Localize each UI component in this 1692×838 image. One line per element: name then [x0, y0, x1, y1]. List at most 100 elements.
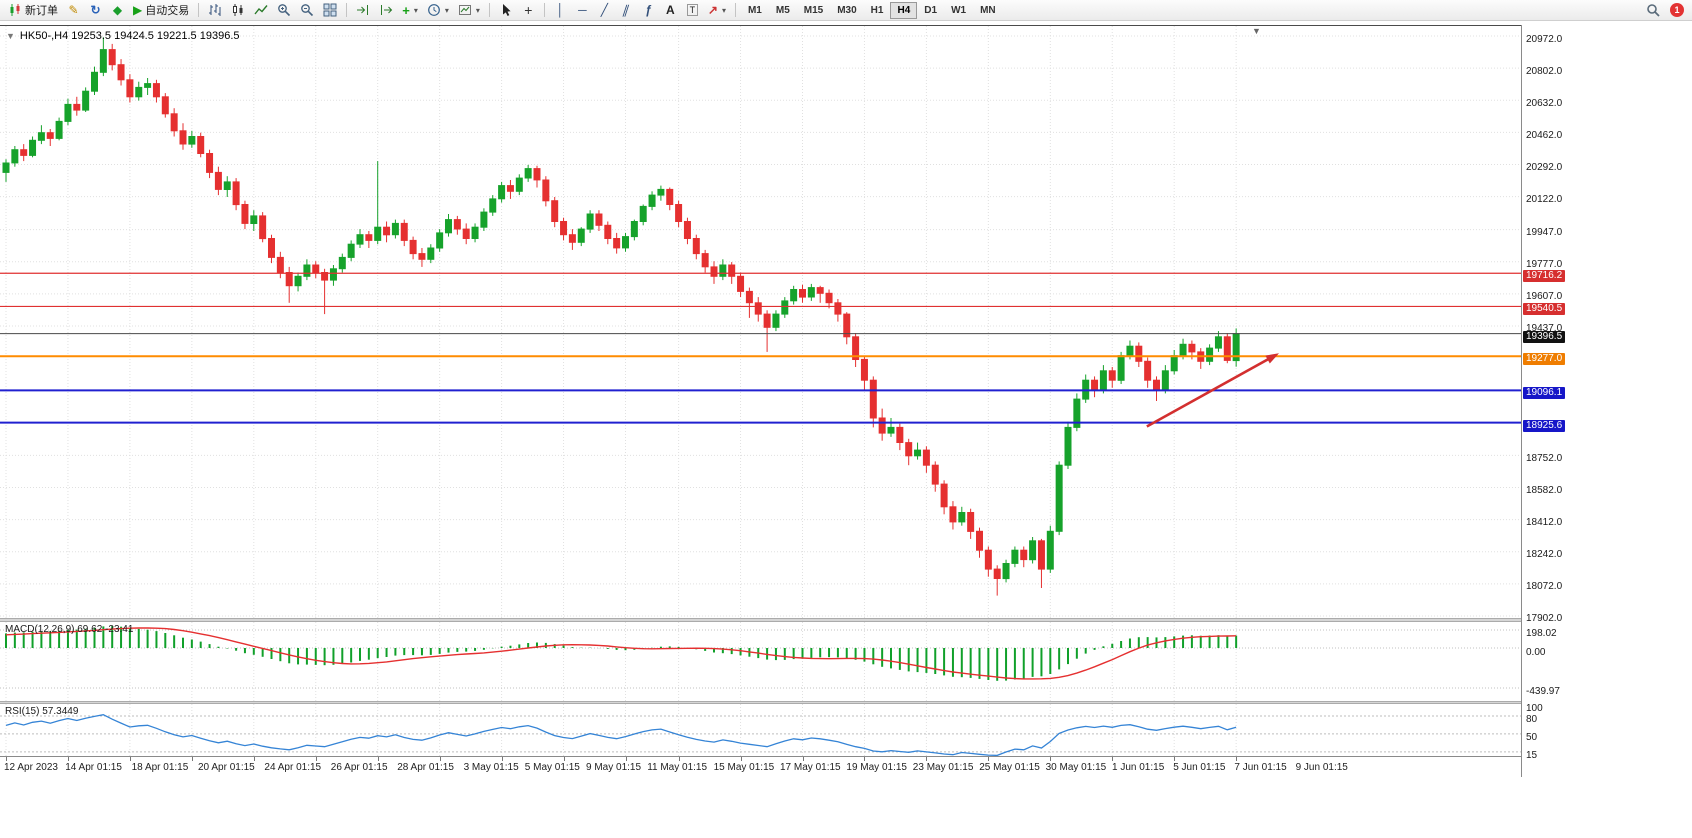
price-line-label: 19716.2 [1523, 270, 1566, 283]
zoom-out-button[interactable] [296, 1, 318, 19]
trendline-icon: ╱ [600, 3, 608, 17]
timeframe-h4-button[interactable]: H4 [890, 1, 918, 19]
main-chart-plot[interactable] [0, 25, 1521, 619]
dropdown-icon: ▾ [444, 5, 449, 15]
dropdown-icon: ▾ [721, 5, 726, 15]
rsi-tick-label: 100 [1526, 702, 1543, 714]
time-label: 11 May 01:15 [647, 762, 708, 773]
timeframe-h1-button[interactable]: H1 [864, 2, 891, 19]
templates-button[interactable]: ▾ [454, 1, 484, 19]
rsi-indicator-label: RSI(15) 57.3449 [5, 706, 79, 717]
indicators-button[interactable]: + ▾ [398, 1, 422, 19]
rsi-panel[interactable] [0, 704, 1521, 756]
macd-signal-line [5, 627, 1237, 680]
indicators-icon: + [402, 2, 410, 18]
price-tick-label: 20802.0 [1526, 65, 1563, 77]
price-tick-label: 20632.0 [1526, 97, 1563, 109]
time-label: 1 Jun 01:15 [1112, 762, 1165, 773]
arrows-tool-button[interactable]: ↗ ▾ [704, 1, 730, 19]
grid-vertical [5, 622, 1237, 701]
time-label: 5 May 01:15 [524, 762, 580, 773]
time-tick [377, 757, 379, 761]
periods-button[interactable]: ▾ [423, 1, 453, 19]
panel-divider[interactable] [0, 618, 1578, 622]
time-tick [1174, 757, 1176, 761]
new-order-button[interactable]: 新订单 [4, 1, 62, 19]
time-tick [988, 757, 990, 761]
price-tick-label: 19607.0 [1526, 291, 1563, 303]
price-tick-label: 18752.0 [1526, 452, 1563, 464]
time-label: 30 May 01:15 [1045, 762, 1107, 773]
community-icon: ◆ [112, 3, 123, 17]
timeframe-w1-button[interactable]: W1 [944, 2, 973, 19]
price-tick-label: 20462.0 [1526, 129, 1563, 141]
price-scale[interactable]: 20972.0 20802.0 20632.0 20462.0 20292.0 20122… [1521, 25, 1579, 777]
rsi-line [5, 714, 1237, 756]
price-tick-label: 18412.0 [1526, 517, 1563, 529]
panel-divider[interactable] [0, 701, 1578, 704]
time-tick [253, 757, 255, 761]
bar-chart-button[interactable] [204, 1, 226, 19]
time-label: 15 May 01:15 [713, 762, 775, 773]
main-toolbar: 新订单 ✎ ↻ ◆ ▶ 自动交易 [0, 0, 1692, 21]
price-tick-label: 19437.0 [1526, 323, 1563, 335]
time-label: 14 Apr 01:15 [65, 762, 122, 773]
vertical-line-icon: │ [556, 3, 565, 17]
time-label: 7 Jun 01:15 [1234, 762, 1287, 773]
time-axis[interactable]: 12 Apr 2023 14 Apr 01:15 18 Apr 01:15 20 Ap… [0, 756, 1521, 778]
line-chart-button[interactable] [250, 1, 272, 19]
fibonacci-tool-button[interactable]: ƒ [638, 1, 659, 19]
timeframe-m1-button[interactable]: M1 [741, 2, 769, 19]
trendline-tool-button[interactable]: ╱ [594, 1, 615, 19]
time-label: 25 May 01:15 [979, 762, 1040, 773]
candlestick-series [2, 37, 1240, 596]
vertical-line-tool-button[interactable]: │ [550, 1, 571, 19]
crosshair-button[interactable]: + [518, 1, 539, 19]
time-tick [625, 757, 627, 761]
tile-windows-button[interactable] [319, 1, 341, 19]
zoom-in-button[interactable] [273, 1, 295, 19]
channel-tool-button[interactable]: ∥ [616, 1, 637, 19]
timeframe-m15-button[interactable]: M15 [797, 2, 830, 19]
auto-trading-button[interactable]: ▶ 自动交易 [129, 1, 193, 19]
macd-tick-label: 198.02 [1526, 628, 1557, 640]
toolbar-separator [543, 3, 545, 17]
grid-horizontal [0, 35, 1521, 617]
search-icon [1647, 3, 1660, 17]
new-order-icon [10, 4, 20, 16]
text-tool-button[interactable]: A [660, 1, 681, 19]
chart-shift-marker[interactable]: ▼ [1252, 26, 1261, 36]
refresh-button[interactable]: ↻ [85, 1, 106, 19]
time-label: 3 May 01:15 [463, 762, 519, 773]
zoom-out-icon [301, 4, 314, 17]
timeframe-m30-button[interactable]: M30 [830, 2, 863, 19]
one-click-trading-button[interactable]: ▼ [6, 31, 15, 41]
time-label: 9 May 01:15 [586, 762, 642, 773]
notification-badge[interactable]: 1 [1670, 3, 1684, 17]
metaeditor-button[interactable]: ✎ [63, 1, 84, 19]
text-label-tool-button[interactable]: T [682, 1, 703, 19]
timeframe-toolbar: M1 M5 M15 M30 H1 H4 D1 W1 MN [741, 1, 1003, 19]
timeframe-m5-button[interactable]: M5 [769, 2, 797, 19]
timeframe-d1-button[interactable]: D1 [917, 2, 944, 19]
price-tick-label: 18242.0 [1526, 549, 1563, 561]
timeframe-mn-button[interactable]: MN [973, 2, 1003, 19]
horizontal-line-tool-button[interactable]: ─ [572, 1, 593, 19]
macd-grid [0, 629, 1521, 689]
horizontal-price-lines[interactable] [0, 272, 1521, 424]
auto-trading-label: 自动交易 [145, 5, 190, 17]
fibonacci-icon: ƒ [645, 3, 652, 17]
macd-panel[interactable] [0, 622, 1521, 701]
time-label: 26 Apr 01:15 [330, 762, 388, 773]
trend-arrow[interactable] [1146, 353, 1279, 428]
candlestick-chart-button[interactable] [227, 1, 249, 19]
search-button[interactable] [1642, 1, 1665, 19]
toolbar-separator [198, 3, 200, 17]
price-tick-label: 19777.0 [1526, 259, 1563, 271]
toolbar-separator [734, 3, 736, 17]
auto-scroll-button[interactable] [352, 1, 374, 19]
time-label: 19 May 01:15 [846, 762, 907, 773]
community-button[interactable]: ◆ [107, 1, 128, 19]
chart-shift-button[interactable] [375, 1, 397, 19]
cursor-button[interactable] [495, 1, 517, 19]
